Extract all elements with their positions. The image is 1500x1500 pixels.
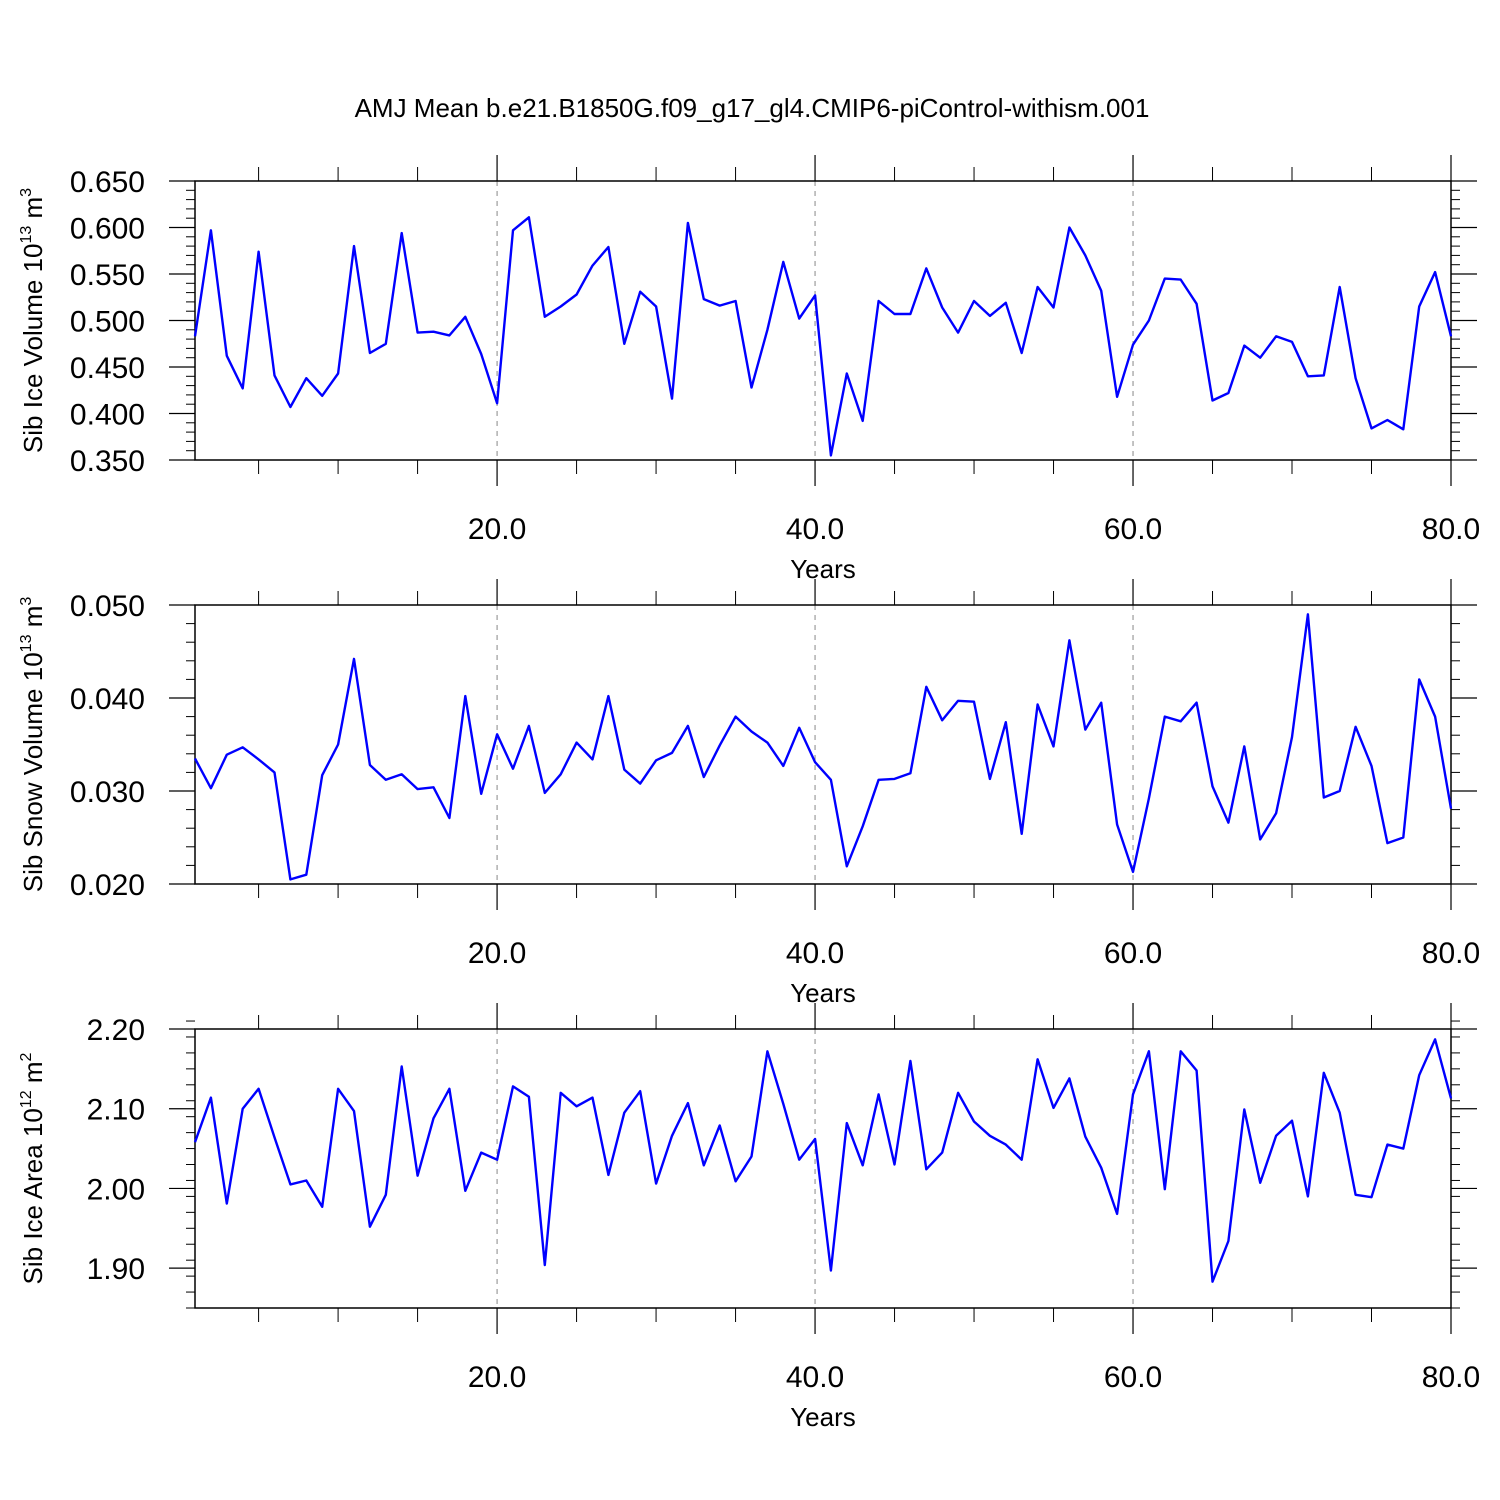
x-tick-label: 40.0 — [786, 1361, 844, 1394]
y-tick-label: 0.550 — [70, 259, 145, 292]
x-tick-label: 60.0 — [1104, 513, 1162, 546]
x-tick-label: 20.0 — [468, 937, 526, 970]
x-axis-label: Years — [790, 1402, 856, 1432]
y-tick-label: 0.040 — [70, 683, 145, 716]
y-tick-label: 0.600 — [70, 213, 145, 246]
x-tick-label: 40.0 — [786, 937, 844, 970]
y-axis-label-prefix: Sib Ice Area 10 — [18, 1108, 48, 1284]
y-tick-label: 2.10 — [87, 1094, 145, 1127]
x-tick-label: 80.0 — [1422, 513, 1480, 546]
y-tick-label: 0.450 — [70, 352, 145, 385]
y-tick-label: 1.90 — [87, 1253, 145, 1286]
panel-ice-area: 1.90 2.00 2.10 2.20 20.0 40.0 60.0 80.0 Years Sib… — [18, 1003, 1480, 1432]
y-axis-label: Sib Ice Volume 1013 m3 — [18, 188, 48, 453]
x-axis-label: Years — [790, 554, 856, 584]
panel-ice-volume: 0.350 0.400 0.450 0.500 0.550 0.600 0.650 20.0 4… — [18, 155, 1480, 584]
y-axis-label-prefix: Sib Snow Volume 10 — [18, 652, 48, 892]
x-tick-label: 20.0 — [468, 513, 526, 546]
x-tick-label: 40.0 — [786, 513, 844, 546]
plot-frame — [194, 180, 1452, 461]
x-tick-label: 80.0 — [1422, 937, 1480, 970]
y-tick-label: 0.400 — [70, 399, 145, 432]
x-tick-label: 80.0 — [1422, 1361, 1480, 1394]
y-axis-label-unit-exp: 2 — [18, 1052, 35, 1061]
y-tick-label: 0.350 — [70, 445, 145, 478]
y-axis-label-exp: 12 — [18, 1090, 35, 1108]
y-tick-label: 2.20 — [87, 1014, 145, 1047]
figure-title: AMJ Mean b.e21.B1850G.f09_g17_gl4.CMIP6-… — [355, 93, 1150, 123]
series-line — [193, 216, 1453, 457]
y-axis-label-unit-exp: 3 — [18, 188, 35, 197]
plot-frame — [194, 1028, 1452, 1309]
y-axis-label-exp: 13 — [18, 634, 35, 652]
y-axis-label-unit-exp: 3 — [18, 597, 35, 606]
panel-snow-volume: 0.020 0.030 0.040 0.050 20.0 40.0 60.0 80.0 Year… — [18, 579, 1480, 1008]
y-axis-label-unit: m — [18, 1061, 48, 1090]
y-axis-label-exp: 13 — [18, 226, 35, 244]
y-axis-label-unit: m — [18, 197, 48, 226]
x-tick-label: 60.0 — [1104, 937, 1162, 970]
y-tick-label: 0.500 — [70, 306, 145, 339]
series-line — [193, 613, 1453, 881]
y-axis-label: Sib Ice Area 1012 m2 — [18, 1052, 48, 1284]
x-axis-label: Years — [790, 978, 856, 1008]
y-tick-label: 0.650 — [70, 166, 145, 199]
y-tick-label: 0.050 — [70, 590, 145, 623]
x-tick-label: 20.0 — [468, 1361, 526, 1394]
y-axis-label-prefix: Sib Ice Volume 10 — [18, 244, 48, 454]
y-tick-label: 0.030 — [70, 776, 145, 809]
y-tick-label: 2.00 — [87, 1173, 145, 1206]
x-tick-label: 60.0 — [1104, 1361, 1162, 1394]
y-tick-label: 0.020 — [70, 869, 145, 902]
series-line — [193, 1038, 1453, 1283]
y-axis-label-unit: m — [18, 606, 48, 635]
plot-frame — [194, 604, 1452, 885]
y-axis-label: Sib Snow Volume 1013 m3 — [18, 597, 48, 893]
